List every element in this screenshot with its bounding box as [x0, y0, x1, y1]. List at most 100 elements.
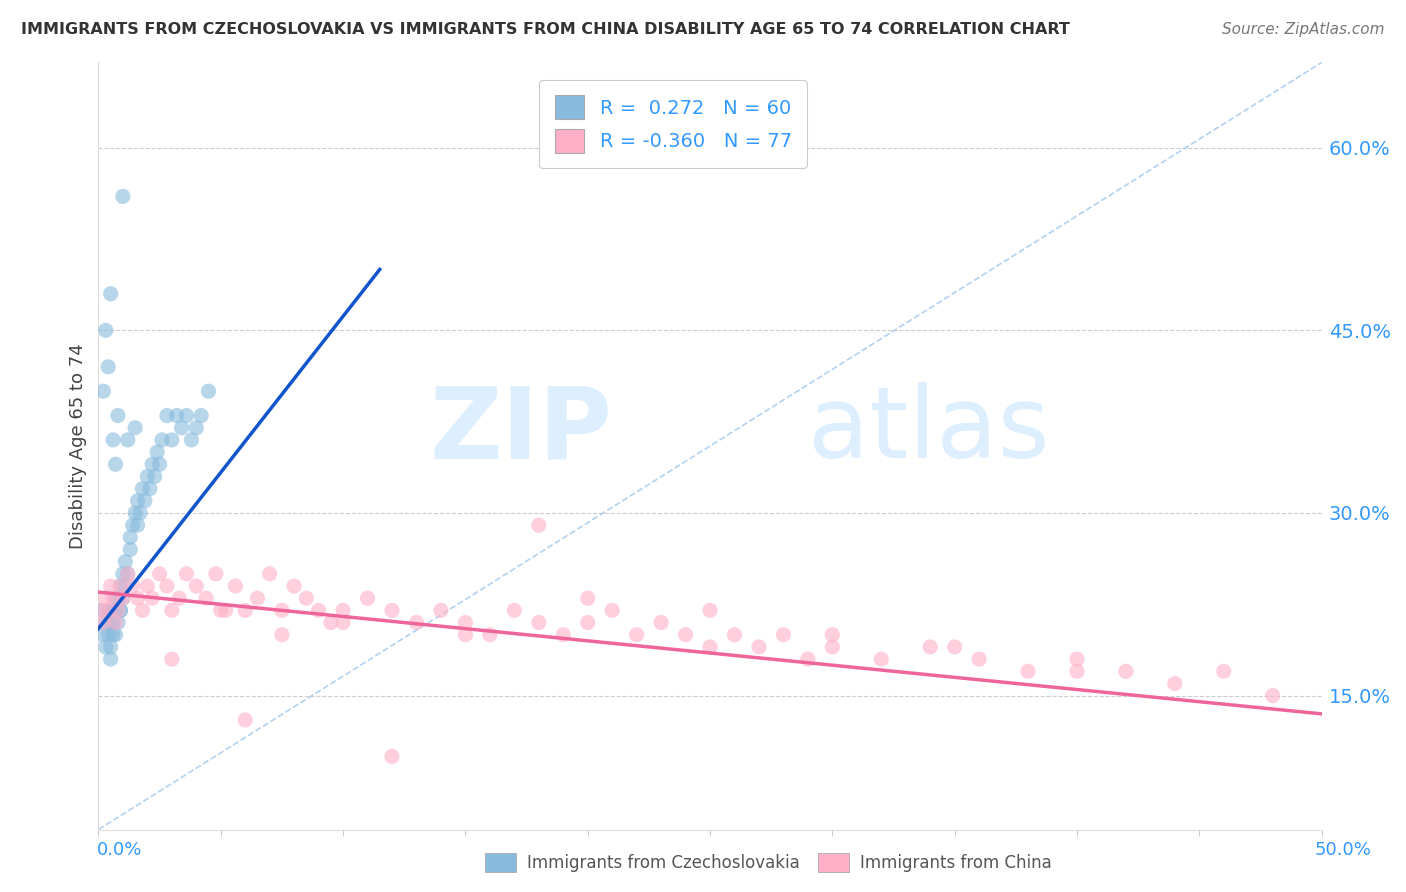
- Point: [121, 579, 143, 593]
- Point: [94, 323, 117, 337]
- Point: [224, 579, 246, 593]
- Point: [576, 615, 599, 630]
- Point: [150, 433, 173, 447]
- Point: [120, 530, 142, 544]
- Point: [1066, 665, 1088, 679]
- Point: [332, 615, 354, 630]
- Point: [821, 640, 844, 654]
- Point: [270, 628, 294, 642]
- Point: [104, 591, 127, 606]
- Point: [967, 652, 990, 666]
- Point: [90, 603, 112, 617]
- Point: [195, 591, 218, 606]
- Point: [104, 615, 127, 630]
- Point: [600, 603, 623, 617]
- Point: [100, 286, 122, 301]
- Text: atlas: atlas: [808, 382, 1049, 479]
- Point: [1115, 665, 1137, 679]
- Point: [127, 518, 149, 533]
- Point: [129, 506, 152, 520]
- Point: [166, 409, 188, 423]
- Point: [139, 482, 162, 496]
- Point: [141, 591, 163, 606]
- Point: [308, 603, 330, 617]
- Point: [381, 603, 404, 617]
- Point: [91, 628, 114, 642]
- Point: [149, 457, 172, 471]
- Point: [91, 615, 114, 630]
- Point: [1017, 665, 1039, 679]
- Point: [117, 566, 139, 581]
- Point: [1164, 676, 1187, 690]
- Point: [214, 603, 236, 617]
- Point: [114, 555, 136, 569]
- Point: [295, 591, 318, 606]
- Point: [405, 615, 427, 630]
- Point: [180, 433, 202, 447]
- Point: [821, 628, 844, 642]
- Point: [127, 493, 149, 508]
- Point: [197, 384, 219, 399]
- Point: [233, 713, 256, 727]
- Point: [283, 579, 305, 593]
- Point: [131, 482, 153, 496]
- Point: [136, 469, 159, 483]
- Point: [332, 603, 354, 617]
- Point: [91, 384, 114, 399]
- Point: [100, 579, 122, 593]
- Text: Immigrants from China: Immigrants from China: [860, 854, 1052, 871]
- Point: [356, 591, 378, 606]
- Point: [270, 603, 294, 617]
- Point: [527, 615, 550, 630]
- Point: [114, 579, 136, 593]
- Point: [131, 603, 153, 617]
- Point: [454, 628, 477, 642]
- Point: [1261, 689, 1284, 703]
- Text: Source: ZipAtlas.com: Source: ZipAtlas.com: [1222, 22, 1385, 37]
- Point: [104, 457, 127, 471]
- Point: [94, 640, 117, 654]
- Point: [110, 579, 132, 593]
- Point: [723, 628, 745, 642]
- Point: [190, 409, 212, 423]
- Point: [111, 591, 134, 606]
- Point: [101, 603, 124, 617]
- Point: [117, 566, 139, 581]
- Point: [101, 433, 124, 447]
- Point: [156, 409, 179, 423]
- Point: [107, 591, 129, 606]
- Point: [920, 640, 942, 654]
- Point: [626, 628, 648, 642]
- Point: [650, 615, 672, 630]
- Point: [870, 652, 893, 666]
- Text: ZIP: ZIP: [429, 382, 612, 479]
- Point: [100, 652, 122, 666]
- Point: [110, 603, 132, 617]
- Point: [149, 566, 172, 581]
- Point: [797, 652, 820, 666]
- Point: [527, 518, 550, 533]
- Point: [97, 359, 120, 374]
- Point: [167, 591, 190, 606]
- Y-axis label: Disability Age 65 to 74: Disability Age 65 to 74: [69, 343, 87, 549]
- Point: [1066, 652, 1088, 666]
- Point: [503, 603, 526, 617]
- Point: [104, 628, 127, 642]
- Point: [101, 591, 124, 606]
- Point: [381, 749, 404, 764]
- Point: [454, 615, 477, 630]
- Point: [170, 421, 193, 435]
- Point: [205, 566, 228, 581]
- Point: [146, 445, 169, 459]
- Text: Immigrants from Czechoslovakia: Immigrants from Czechoslovakia: [527, 854, 800, 871]
- Point: [94, 591, 117, 606]
- Point: [111, 591, 134, 606]
- Point: [101, 615, 124, 630]
- Point: [478, 628, 501, 642]
- Point: [107, 615, 129, 630]
- Point: [160, 652, 183, 666]
- Point: [101, 628, 124, 642]
- Point: [90, 603, 112, 617]
- Text: IMMIGRANTS FROM CZECHOSLOVAKIA VS IMMIGRANTS FROM CHINA DISABILITY AGE 65 TO 74 : IMMIGRANTS FROM CZECHOSLOVAKIA VS IMMIGR…: [21, 22, 1070, 37]
- Point: [176, 409, 198, 423]
